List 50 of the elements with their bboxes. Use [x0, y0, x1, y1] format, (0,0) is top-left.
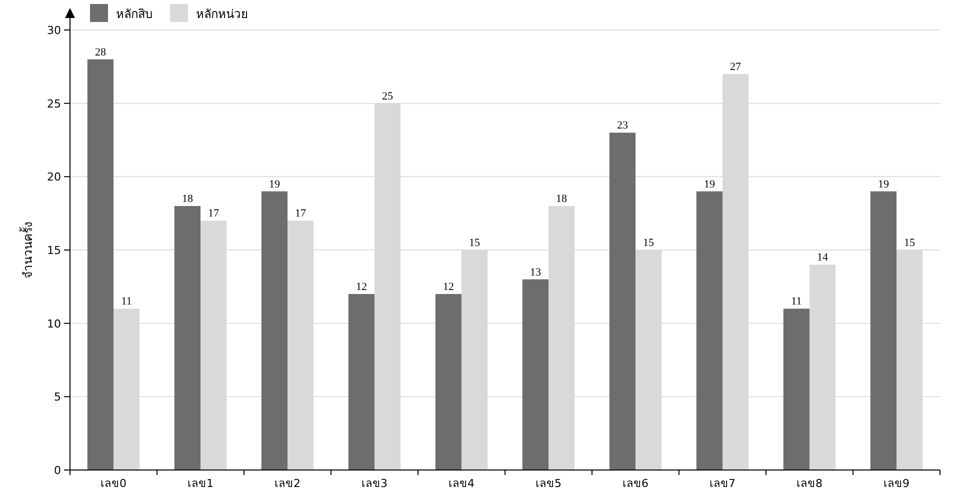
data-label: 18 — [182, 193, 194, 205]
x-tick-label: เลข3 — [362, 477, 388, 490]
data-label: 11 — [791, 296, 802, 308]
legend-label: หลักสิบ — [116, 7, 153, 21]
bar — [609, 132, 636, 470]
data-label: 13 — [530, 266, 542, 278]
x-tick-label: เลข4 — [448, 477, 474, 490]
bar — [261, 191, 288, 470]
data-label: 15 — [469, 237, 481, 249]
x-tick-label: เลข1 — [188, 477, 214, 490]
x-tick-label: เลข8 — [796, 477, 822, 490]
x-tick-label: เลข6 — [622, 477, 648, 490]
y-tick-label: 5 — [54, 390, 61, 404]
data-label: 23 — [616, 120, 628, 132]
data-label: 19 — [268, 178, 280, 190]
data-label: 11 — [121, 296, 132, 308]
x-tick-label: เลข7 — [710, 477, 736, 490]
x-tick-label: เลข2 — [274, 477, 300, 490]
bar — [435, 294, 462, 470]
legend-label: หลักหน่วย — [196, 7, 248, 21]
bar — [696, 191, 722, 470]
data-label: 17 — [295, 208, 307, 220]
data-label: 19 — [878, 178, 890, 190]
bar — [87, 59, 114, 470]
x-tick-label: เลข0 — [100, 477, 126, 490]
bar — [348, 294, 374, 470]
data-label: 15 — [904, 237, 916, 249]
y-tick-label: 0 — [54, 464, 61, 477]
data-label: 19 — [704, 178, 716, 190]
y-tick-label: 20 — [47, 170, 61, 184]
y-tick-label: 25 — [47, 97, 61, 110]
data-label: 15 — [643, 237, 655, 249]
bar — [783, 308, 810, 470]
x-tick-label: เลข5 — [536, 477, 562, 490]
data-label: 14 — [817, 252, 829, 264]
y-tick-label: 15 — [47, 244, 61, 257]
data-label: 18 — [556, 193, 568, 205]
y-tick-label: 30 — [47, 24, 61, 37]
data-label: 28 — [94, 46, 106, 58]
data-label: 12 — [356, 281, 367, 293]
y-axis-title: จำนวนครั้ง — [19, 222, 35, 278]
x-tick-label: เลข9 — [884, 477, 910, 490]
data-label: 25 — [382, 90, 394, 102]
data-label: 12 — [442, 281, 454, 293]
y-tick-label: 10 — [47, 317, 61, 330]
data-label: 27 — [730, 61, 742, 73]
bar — [174, 206, 200, 470]
bar — [522, 279, 548, 470]
bar — [870, 191, 896, 470]
data-label: 17 — [208, 208, 220, 220]
